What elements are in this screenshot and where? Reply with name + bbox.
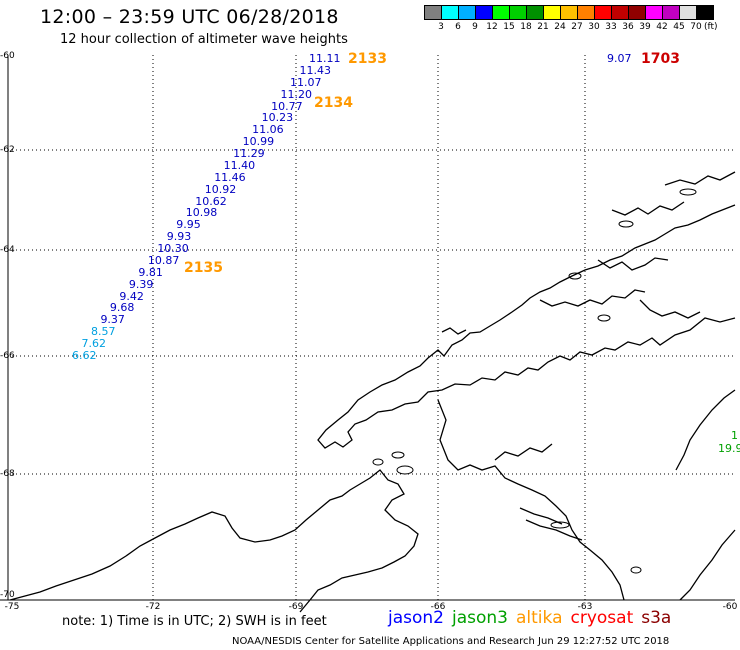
scale-label: 30: [588, 22, 600, 32]
coastline: [9, 171, 736, 613]
swh-value: 7.62: [81, 337, 106, 351]
swh-value: 11.46: [214, 170, 246, 184]
swh-value: 19.9: [718, 442, 740, 455]
satellite-legend-item: s3a: [641, 608, 672, 628]
lon-label: -72: [145, 602, 161, 612]
swh-value: 9.37: [100, 313, 125, 327]
islands: [372, 188, 697, 574]
swh-value: 11.06: [252, 123, 284, 137]
scale-label: 21: [537, 22, 549, 32]
swh-value: 1: [731, 429, 738, 442]
scale-label: 15: [503, 22, 515, 32]
swh-value: 9.42: [119, 289, 144, 303]
pass-number: 1703: [641, 51, 680, 67]
swh-value: 9.68: [109, 301, 135, 315]
swh-value: 10.23: [261, 111, 294, 125]
scale-label: 39: [639, 22, 651, 32]
scale-label: 12: [486, 22, 498, 32]
scale-label: 33: [605, 22, 617, 32]
scale-unit: (ft): [704, 22, 718, 32]
lat-label: -64: [0, 245, 15, 255]
swh-value: 9.93: [166, 230, 192, 244]
swh-value: 11.07: [290, 75, 322, 89]
swh-value: 10.77: [271, 99, 303, 113]
scale-label: 70: [690, 22, 702, 32]
scale-label: 6: [455, 22, 461, 32]
swh-value: 10.99: [242, 135, 275, 149]
lat-label: -70: [0, 590, 15, 600]
graticule: [8, 55, 735, 600]
satellite-legend-item: altika: [516, 608, 563, 628]
swh-value: 11.11: [309, 52, 341, 65]
lon-label: -75: [4, 602, 20, 612]
swh-value: 11.29: [233, 147, 265, 161]
pass-number: 2134: [314, 95, 353, 111]
scale-swatch: [696, 5, 714, 20]
swh-value: 10.87: [147, 253, 180, 267]
scale-label: 9: [472, 22, 478, 32]
swh-value: 10.98: [185, 206, 218, 220]
swh-value: 10.62: [195, 194, 227, 208]
scale-label: 3: [438, 22, 444, 32]
swh-value: 8.57: [90, 325, 116, 339]
scale-label: 27: [571, 22, 583, 32]
footer-credit: NOAA/NESDIS Center for Satellite Applica…: [232, 636, 670, 647]
swh-value: 9.81: [138, 265, 163, 279]
note-text: note: 1) Time is in UTC; 2) SWH is in fe…: [62, 614, 327, 629]
lat-label: -60: [0, 51, 15, 61]
swh-value: 9.95: [176, 218, 201, 232]
satellite-legend-item: jason3: [452, 608, 508, 628]
swh-value: 11.20: [280, 87, 313, 101]
color-scale-labels: 3 6 9 12 15 18 21 24 27 30 33 36 39 42 45 70: [424, 22, 740, 34]
satellite-legend-item: cryosat: [570, 608, 634, 628]
lon-label: -69: [288, 602, 304, 612]
swh-value: 11.40: [223, 158, 256, 172]
lon-label: -63: [577, 602, 593, 612]
map-subtitle: 12 hour collection of altimeter wave hei…: [60, 32, 348, 47]
pass-number: 2135: [184, 260, 223, 276]
lat-label: -62: [0, 145, 15, 155]
satellite-legend: jason2 jason3 altika cryosat s3a: [388, 608, 679, 628]
scale-label: 42: [656, 22, 668, 32]
swh-value: 9.39: [128, 277, 154, 291]
map-title: 12:00 – 23:59 UTC 06/28/2018: [40, 6, 339, 28]
lon-label: -60: [722, 602, 738, 612]
swh-value: 9.07: [607, 52, 632, 65]
swh-value: 11.43: [299, 63, 332, 77]
swh-value: 10.92: [204, 182, 237, 196]
lat-label: -66: [0, 351, 15, 361]
scale-label: 45: [673, 22, 685, 32]
color-scale: [424, 5, 714, 20]
swh-value: 10.30: [157, 242, 189, 256]
swh-value: 6.62: [72, 349, 97, 362]
pass-number: 2133: [348, 51, 387, 67]
scale-label: 18: [520, 22, 532, 32]
scale-label: 24: [554, 22, 566, 32]
satellite-legend-item: jason2: [388, 608, 444, 628]
scale-label: 36: [622, 22, 634, 32]
lon-label: -66: [430, 602, 446, 612]
lat-label: -68: [0, 469, 15, 479]
